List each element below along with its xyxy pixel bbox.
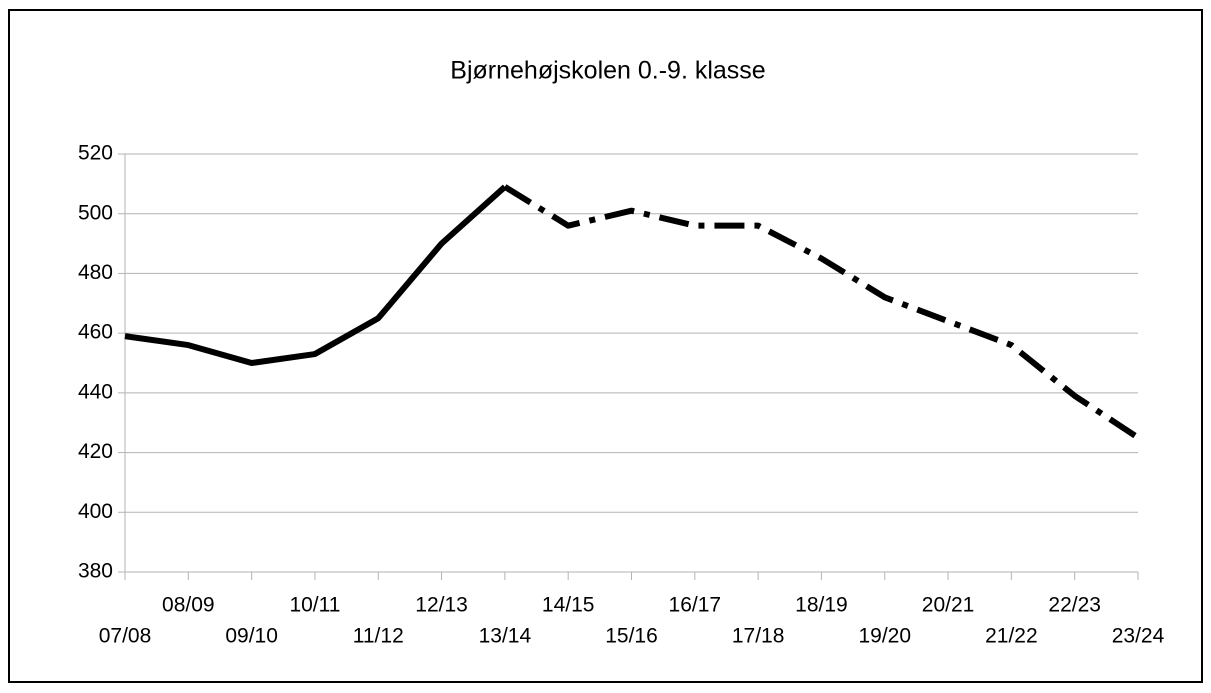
y-tick-label: 480 — [78, 261, 113, 284]
y-tick-label: 440 — [78, 380, 113, 403]
y-tick-label: 520 — [78, 142, 113, 165]
x-tick-label: 12/13 — [415, 594, 468, 617]
chart-frame — [8, 9, 1203, 683]
y-tick-label: 460 — [78, 321, 113, 344]
x-tick-label: 07/08 — [99, 625, 152, 648]
x-tick-label: 16/17 — [669, 594, 722, 617]
x-tick-label: 22/23 — [1048, 594, 1101, 617]
series-line — [503, 184, 1140, 441]
x-tick-label: 08/09 — [162, 594, 215, 617]
series-line — [124, 184, 507, 366]
x-tick-label: 14/15 — [542, 594, 595, 617]
chart-title: Bjørnehøjskolen 0.-9. klasse — [450, 57, 765, 85]
x-tick-label: 23/24 — [1112, 625, 1165, 648]
x-tick-label: 10/11 — [289, 594, 340, 617]
x-tick-label: 18/19 — [795, 594, 848, 617]
y-tick-label: 380 — [78, 560, 113, 583]
x-tick-label: 20/21 — [922, 594, 975, 617]
x-tick-label: 15/16 — [605, 625, 658, 648]
y-tick-label: 420 — [78, 440, 113, 463]
y-tick-label: 500 — [78, 201, 113, 224]
x-tick-label: 19/20 — [858, 625, 911, 648]
x-tick-label: 17/18 — [732, 625, 785, 648]
x-tick-label: 21/22 — [985, 625, 1038, 648]
x-tick-label: 13/14 — [479, 625, 532, 648]
y-tick-label: 400 — [78, 500, 113, 523]
x-tick-label: 09/10 — [225, 625, 278, 648]
x-tick-label: 11/12 — [353, 625, 404, 648]
